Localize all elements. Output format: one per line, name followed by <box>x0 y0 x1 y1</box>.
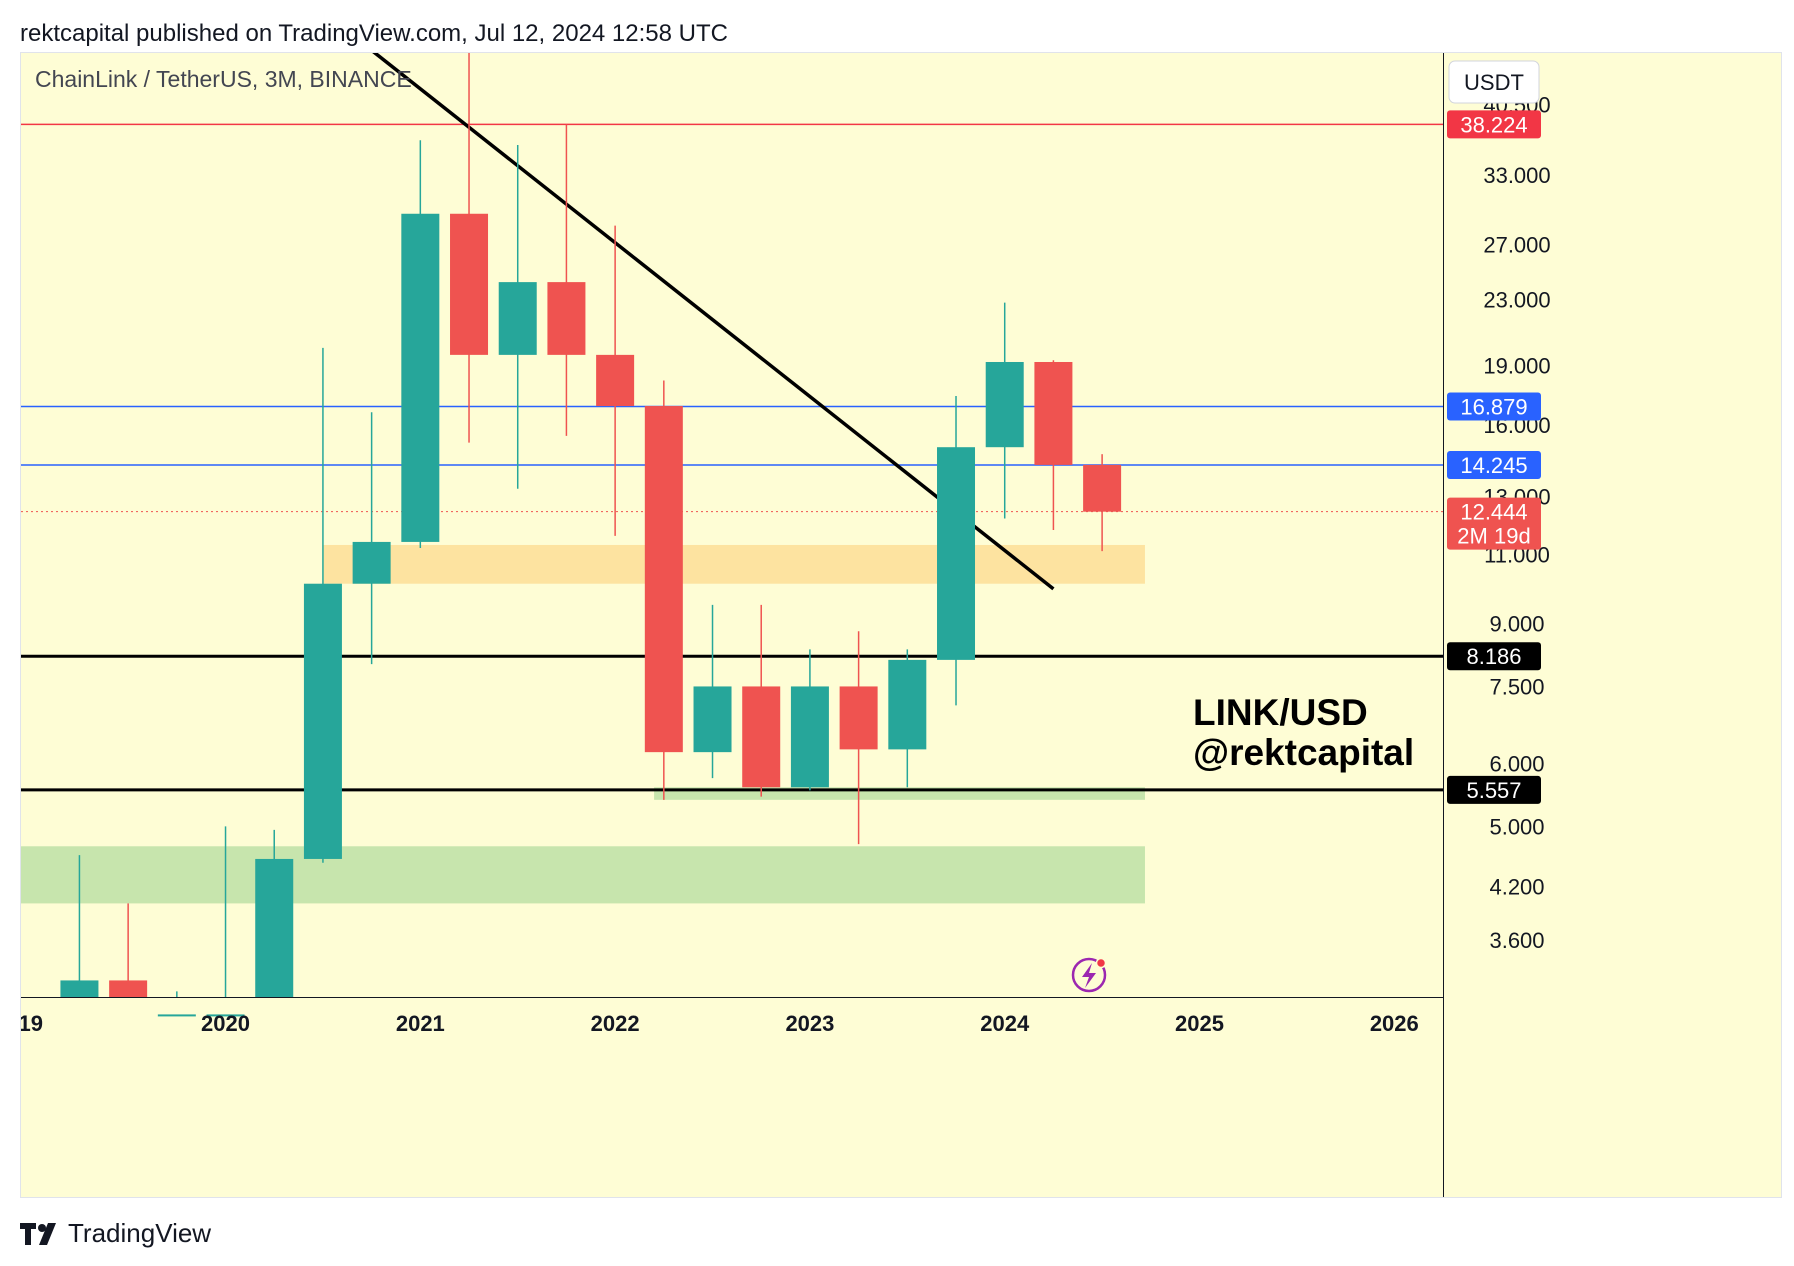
candle <box>206 826 245 1017</box>
candle-body <box>937 447 976 660</box>
candle-body <box>303 583 342 859</box>
price-tick-label: 19.000 <box>1483 354 1550 379</box>
annotation-line2: @rektcapital <box>1193 732 1414 773</box>
price-tick-label: 9.000 <box>1489 612 1544 637</box>
level-label-bg <box>1447 642 1541 671</box>
candle <box>596 225 635 536</box>
time-tick-label: 2025 <box>1175 1011 1224 1036</box>
lightning-icon[interactable] <box>1071 957 1107 993</box>
candle-body <box>206 1014 245 1017</box>
price-tick-label: 5.000 <box>1489 814 1544 839</box>
candle-body <box>547 282 586 355</box>
tradingview-brand: TradingView <box>68 1218 212 1248</box>
time-tick-label: 2022 <box>591 1011 640 1036</box>
candlestick-chart[interactable]: 40.50033.00027.00023.00019.00016.00013.0… <box>18 43 1781 1197</box>
horizontal-levels <box>21 123 1443 792</box>
time-tick-label: 2020 <box>201 1011 250 1036</box>
zone <box>21 846 1145 904</box>
candle <box>547 124 586 436</box>
candle <box>937 395 976 706</box>
time-tick-label: 2021 <box>396 1011 445 1036</box>
symbol-label: ChainLink / TetherUS, 3M, BINANCE <box>35 66 412 92</box>
level-label-bg <box>1447 392 1541 421</box>
level-sublabel: 2M 19d <box>1457 524 1530 549</box>
currency-button-bg <box>1448 60 1540 104</box>
candle-body <box>60 980 99 997</box>
candle <box>985 302 1024 519</box>
candle <box>742 604 781 797</box>
candle-body <box>157 1014 196 1017</box>
candle <box>1083 454 1122 552</box>
time-tick-label: 19 <box>21 1011 43 1036</box>
publish-info: rektcapital published on TradingView.com… <box>20 20 728 47</box>
footer: TradingView <box>20 1218 211 1249</box>
candle-body <box>255 858 294 997</box>
candle-body <box>450 213 489 355</box>
candle <box>644 380 683 800</box>
level-label: 38.224 <box>1460 112 1527 137</box>
level-label: 12.444 <box>1460 500 1527 525</box>
candle-body <box>498 282 537 355</box>
price-tick-label: 23.000 <box>1483 288 1550 313</box>
time-tick-label: 2024 <box>980 1011 1030 1036</box>
candle-body <box>790 686 829 788</box>
price-tick-label: 33.000 <box>1483 163 1550 188</box>
price-tick-label: 7.500 <box>1489 674 1544 699</box>
candle-body <box>1083 464 1122 512</box>
chart-container[interactable]: 40.500 33.000 27.000 23.000 19.000 16.000 13.0… <box>18 43 1782 1198</box>
candle <box>839 631 878 845</box>
currency-button[interactable]: USDT <box>1448 60 1540 104</box>
candle <box>498 145 537 489</box>
candle <box>157 991 196 1017</box>
candle <box>60 855 99 997</box>
time-tick-label: 2023 <box>785 1011 834 1036</box>
candle <box>790 649 829 791</box>
candle <box>888 649 927 788</box>
candle-body <box>839 686 878 750</box>
level-label: 14.245 <box>1460 453 1527 478</box>
candle <box>693 604 732 779</box>
level-label: 16.879 <box>1460 394 1527 419</box>
price-tick-label: 3.600 <box>1489 928 1544 953</box>
candle <box>303 347 342 863</box>
price-tick-label: 6.000 <box>1489 751 1544 776</box>
bolt-dot <box>1095 957 1107 969</box>
annotation-line1: LINK/USD <box>1193 692 1368 733</box>
candle-body <box>109 980 148 997</box>
price-tick-label: 4.200 <box>1489 875 1544 900</box>
candle-body <box>596 354 635 407</box>
level-label: 8.186 <box>1466 644 1521 669</box>
tradingview-logo-icon <box>20 1222 56 1245</box>
time-axis: 19 2020 2021 2022 2023 2024 2025 2026 <box>18 1011 1419 1036</box>
candle-body <box>693 686 732 753</box>
bolt-ring <box>1071 957 1107 993</box>
candle-body <box>985 361 1024 448</box>
bolt-glyph <box>1082 963 1096 988</box>
level-label-bg <box>1447 497 1541 550</box>
candle-body <box>888 659 927 750</box>
candle <box>401 140 440 549</box>
candle-body <box>644 406 683 753</box>
level-label-bg <box>1447 775 1541 804</box>
candle-body <box>401 213 440 542</box>
candle <box>255 829 294 997</box>
candle-body <box>1034 361 1073 465</box>
candle-body <box>742 686 781 788</box>
candle <box>352 412 391 665</box>
level-label: 5.557 <box>1466 778 1521 803</box>
level-label-bg <box>1447 110 1541 139</box>
candles <box>60 43 1122 1017</box>
time-tick-label: 2026 <box>1370 1011 1419 1036</box>
candle <box>1034 360 1073 531</box>
candle <box>109 903 148 997</box>
candle-body <box>352 541 391 584</box>
price-tick-label: 27.000 <box>1483 232 1550 257</box>
level-label-bg <box>1447 451 1541 480</box>
currency-label: USDT <box>1464 70 1524 95</box>
candle <box>450 43 489 443</box>
